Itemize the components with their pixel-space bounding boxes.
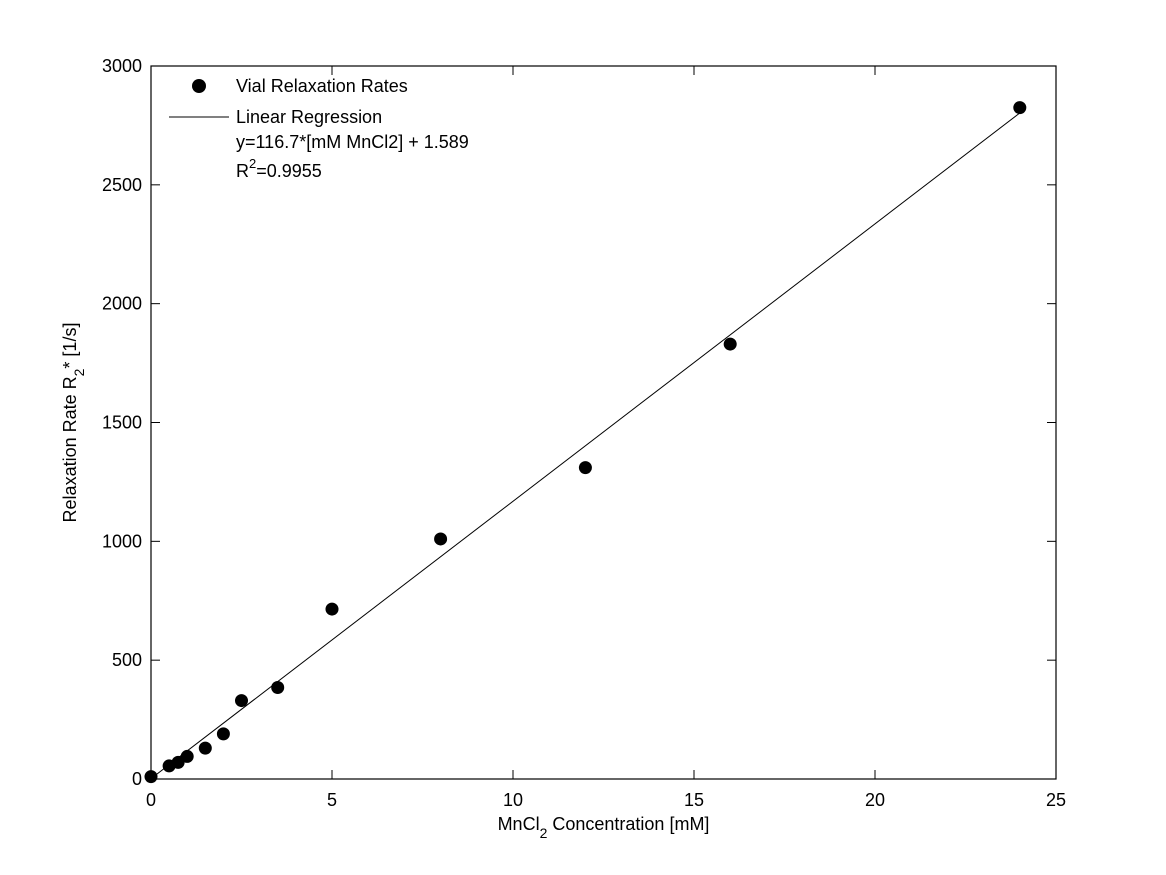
y-tick-label: 3000 (102, 56, 142, 76)
x-tick-label: 25 (1046, 790, 1066, 810)
data-point (235, 694, 248, 708)
r-squared-prefix: R (236, 161, 249, 181)
legend-equation: y=116.7*[mM MnCl2] + 1.589 (236, 132, 469, 152)
regression-line-layer (150, 112, 1021, 780)
data-point (1013, 101, 1027, 115)
y-tick-label: 0 (132, 769, 142, 789)
y-axis-label-main: Relaxation Rate R (60, 376, 80, 522)
data-point (216, 727, 230, 741)
regression-line (150, 112, 1021, 780)
legend-marker-icon (192, 79, 206, 93)
x-tick-label: 5 (327, 790, 337, 810)
data-point (198, 741, 212, 755)
x-axis-label-rest: Concentration [mM] (547, 814, 709, 834)
legend-marker-label: Vial Relaxation Rates (236, 76, 408, 96)
data-point (180, 749, 194, 763)
y-axis-label-rest: * [1/s] (60, 323, 80, 369)
axis-ticks: 0 5 10 15 20 25 0 500 1000 1500 2000 2500 3000 (102, 56, 1066, 810)
data-point (434, 532, 448, 546)
y-tick-label: 2500 (102, 175, 142, 195)
x-tick-label: 15 (684, 790, 704, 810)
x-axis-label-main: MnCl (498, 814, 540, 834)
x-tick-label: 20 (865, 790, 885, 810)
y-tick-label: 2000 (102, 294, 142, 314)
y-tick-label: 1000 (102, 531, 142, 551)
r-squared-sup: 2 (249, 156, 256, 171)
y-tick-label: 500 (112, 650, 142, 670)
x-tick-label: 0 (146, 790, 156, 810)
axis-labels: MnCl2 Concentration [mM] Relaxation Rate… (60, 323, 709, 841)
legend-line-label: Linear Regression (236, 107, 382, 127)
data-point (723, 337, 737, 351)
x-tick-label: 10 (503, 790, 523, 810)
data-point (578, 461, 592, 475)
y-tick-label: 1500 (102, 413, 142, 433)
x-axis-label-sub: 2 (540, 825, 548, 841)
data-points (144, 101, 1027, 784)
r-squared-value: =0.9955 (256, 161, 322, 181)
data-point (325, 602, 339, 616)
data-point (271, 680, 285, 694)
legend-r-squared: R2=0.9955 (236, 156, 322, 181)
y-axis-label-sub: 2 (71, 368, 87, 376)
x-axis-label: MnCl2 Concentration [mM] (498, 814, 710, 841)
plot-frame (150, 65, 1057, 780)
y-axis-label: Relaxation Rate R2* [1/s] (60, 323, 87, 523)
legend: Vial Relaxation Rates Linear Regression … (169, 76, 469, 181)
